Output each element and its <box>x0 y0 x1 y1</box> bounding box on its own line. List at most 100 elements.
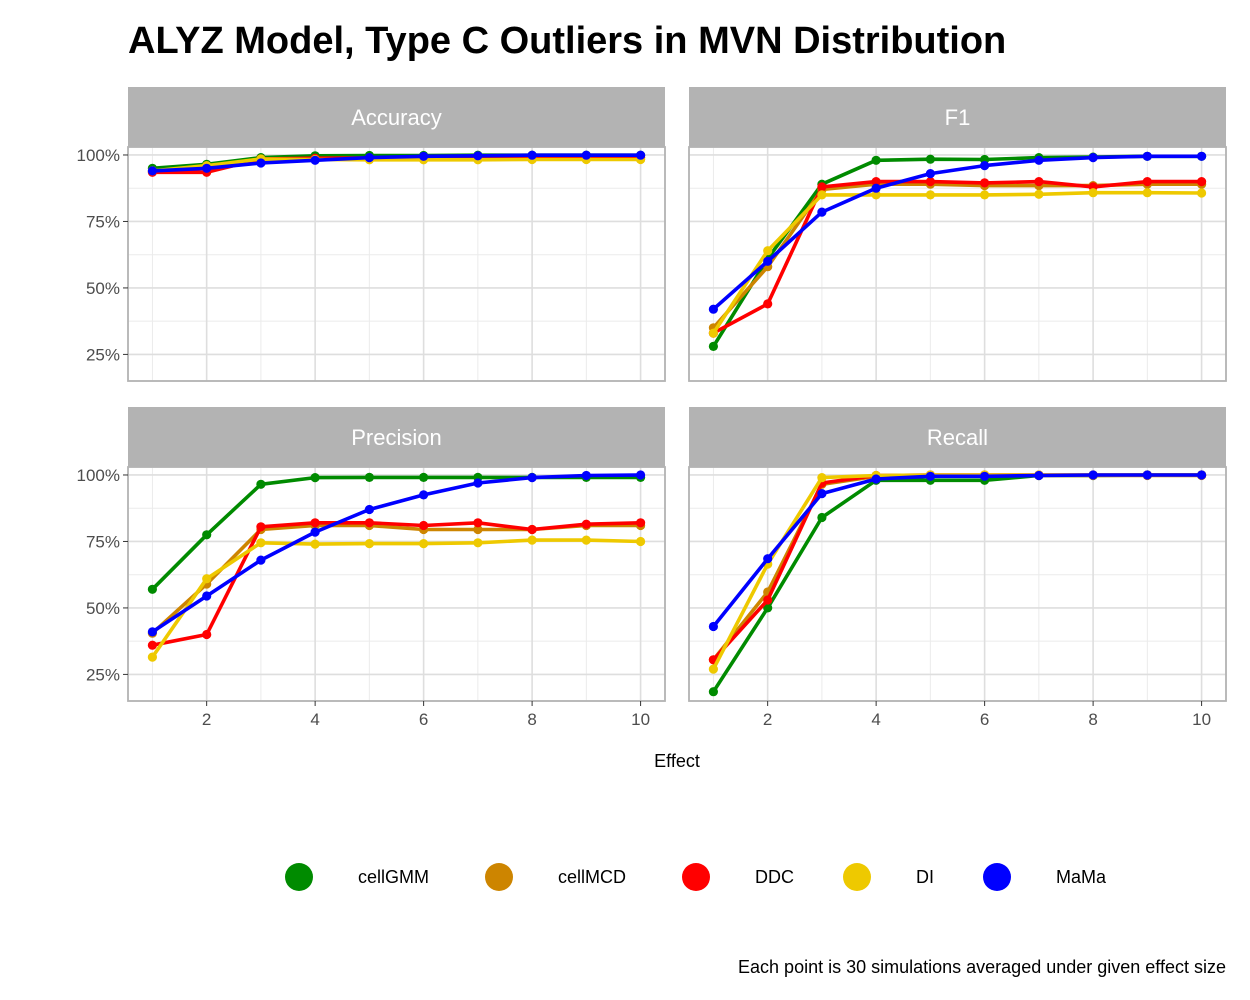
data-point-ddc-precision <box>419 520 429 531</box>
data-point-mama-recall <box>871 474 881 484</box>
data-point-ddc-f1 <box>1034 177 1044 187</box>
data-point-mama-accuracy <box>473 151 483 161</box>
data-point-cellgmm-recall <box>817 512 827 523</box>
legend-label-mama: MaMa <box>1056 867 1107 887</box>
data-point-ddc-precision <box>310 518 320 528</box>
series-line-di-f1 <box>711 190 1202 335</box>
panel-border <box>688 146 1227 382</box>
data-point-mama-f1 <box>1142 151 1152 161</box>
series-line-ddc-recall <box>712 473 1202 662</box>
data-point-mama-precision <box>202 591 212 601</box>
data-point-cellgmm-precision <box>364 472 374 482</box>
data-point-cellgmm-precision <box>147 584 157 594</box>
data-point-cellgmm-f1 <box>708 341 719 351</box>
series-line-di-recall <box>711 473 1202 670</box>
legend: cellGMM cellMCD DDC DI MaMa <box>285 863 1107 891</box>
data-point-di-precision <box>256 538 266 548</box>
data-point-mama-precision <box>364 504 374 515</box>
data-point-di-f1 <box>871 190 881 200</box>
data-point-mama-recall <box>1034 470 1044 481</box>
data-point-ddc-precision <box>581 519 591 529</box>
data-point-ddc-precision <box>636 518 646 528</box>
x-tick-label: 4 <box>310 710 319 729</box>
data-point-ddc-f1 <box>980 178 990 188</box>
data-point-cellmcd-precision <box>473 524 483 535</box>
legend-label-ddc: DDC <box>755 867 794 887</box>
data-point-di-f1 <box>980 190 990 200</box>
data-point-ddc-f1 <box>763 299 773 309</box>
data-point-mama-recall <box>708 621 719 632</box>
data-point-mama-accuracy <box>527 150 537 160</box>
data-point-mama-recall <box>1088 470 1098 480</box>
data-point-di-precision <box>473 538 483 548</box>
data-point-di-f1 <box>1142 188 1152 198</box>
x-tick-label: 10 <box>631 710 650 729</box>
data-point-di-precision <box>310 539 320 549</box>
data-point-ddc-f1 <box>817 182 827 192</box>
x-tick-label: 2 <box>202 710 211 729</box>
data-point-cellgmm-precision <box>419 472 429 482</box>
data-point-mama-precision <box>256 555 266 565</box>
series-line-mama-accuracy <box>152 153 641 173</box>
y-tick-label: 50% <box>86 279 120 298</box>
data-point-mama-precision <box>581 470 591 481</box>
data-point-di-precision <box>527 535 537 545</box>
x-tick-label: 8 <box>527 710 536 729</box>
series-line-di-accuracy <box>152 157 641 173</box>
data-point-ddc-f1 <box>1142 177 1152 187</box>
panel-accuracy: Accuracy 25% 50% 75% 100% <box>77 87 666 382</box>
data-point-cellgmm-f1 <box>871 155 881 165</box>
data-point-di-f1 <box>1034 189 1044 199</box>
legend-item-di: DI <box>843 863 934 891</box>
data-point-mama-f1 <box>925 169 936 179</box>
x-tick-label: 8 <box>1088 710 1097 729</box>
legend-key-cellgmm <box>285 863 313 891</box>
data-point-ddc-f1 <box>871 177 881 187</box>
data-point-mama-recall <box>817 489 827 499</box>
data-point-mama-f1 <box>980 161 990 171</box>
series-line-mama-recall <box>711 473 1202 628</box>
data-point-di-precision <box>581 535 591 545</box>
y-tick-label: 100% <box>77 146 120 165</box>
series-line-mama-f1 <box>712 154 1202 311</box>
data-point-mama-precision <box>147 627 157 637</box>
data-point-di-f1 <box>1088 188 1098 198</box>
data-point-di-f1 <box>708 328 719 338</box>
y-tick-label: 75% <box>86 212 120 231</box>
data-point-mama-f1 <box>871 183 881 193</box>
legend-label-di: DI <box>916 867 934 887</box>
data-point-mama-recall <box>763 554 773 564</box>
data-point-ddc-precision <box>364 518 374 528</box>
data-point-di-precision <box>419 539 429 549</box>
legend-key-cellmcd <box>485 863 513 891</box>
x-tick-label: 6 <box>980 710 989 729</box>
series-line-cellgmm-recall <box>711 473 1202 693</box>
legend-label-cellgmm: cellGMM <box>358 867 429 887</box>
series-line-cellgmm-precision <box>151 475 641 591</box>
data-point-di-f1 <box>1197 188 1207 198</box>
legend-key-ddc <box>682 863 710 891</box>
data-point-mama-precision <box>310 527 320 537</box>
data-point-cellgmm-precision <box>310 473 320 483</box>
data-point-mama-precision <box>527 473 537 483</box>
series-line-ddc-precision <box>152 520 641 647</box>
facet-panels: Accuracy 25% 50% 75% 100% F1 Precision 25% 50% 75… <box>77 87 1227 729</box>
data-point-mama-accuracy <box>581 150 591 160</box>
data-point-ddc-precision <box>147 640 157 650</box>
data-point-mama-accuracy <box>202 163 212 173</box>
legend-item-cellmcd: cellMCD <box>485 863 626 891</box>
chart-caption: Each point is 30 simulations averaged un… <box>738 957 1226 977</box>
legend-item-mama: MaMa <box>983 863 1107 891</box>
data-point-di-f1 <box>763 246 773 256</box>
y-tick-label: 25% <box>86 345 120 364</box>
data-point-mama-f1 <box>817 207 827 217</box>
data-point-mama-precision <box>473 478 483 488</box>
data-point-ddc-f1 <box>925 177 936 187</box>
y-tick-label: 25% <box>86 665 120 684</box>
x-tick-label: 4 <box>871 710 880 729</box>
data-point-ddc-recall <box>763 595 773 605</box>
panel-recall: Recall 2 4 6 8 10 <box>688 407 1227 729</box>
x-tick-label: 2 <box>763 710 772 729</box>
data-point-mama-f1 <box>708 304 719 314</box>
series-line-cellmcd-recall <box>711 473 1202 661</box>
